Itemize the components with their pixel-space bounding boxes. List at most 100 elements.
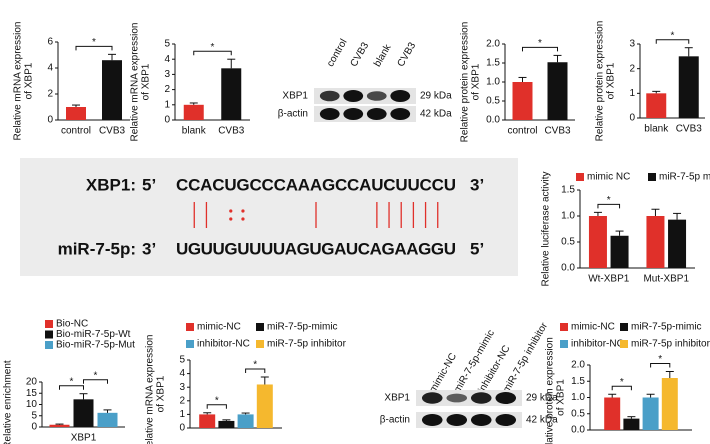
- sequence-end: 3’: [470, 175, 484, 194]
- y-axis-label: Relative mRNA expression: [145, 335, 156, 444]
- y-axis-label: of XBP1: [24, 62, 35, 99]
- x-tick-label: blank: [644, 124, 669, 135]
- legend-label: miR-7-5p inhibitor: [631, 339, 710, 350]
- blot-strip: [416, 412, 522, 428]
- y-tick-label: 2: [179, 395, 185, 406]
- y-tick-label: 0.5: [561, 237, 575, 248]
- bar: [49, 424, 70, 427]
- y-tick-label: 10: [26, 399, 38, 410]
- legend-swatch: [45, 341, 53, 349]
- y-tick-label: 0.0: [486, 115, 500, 126]
- y-tick-label: 3: [164, 69, 170, 80]
- bar: [588, 216, 607, 268]
- significance-label: *: [538, 38, 542, 49]
- y-tick-label: 2: [164, 84, 170, 95]
- y-axis-label: of XBP1: [606, 62, 617, 99]
- significance-label: *: [215, 395, 219, 406]
- x-tick-label: XBP1: [71, 433, 97, 444]
- sequence-name: XBP1:: [86, 175, 136, 194]
- blot-band: [366, 91, 387, 101]
- sequence: UGUUGUUUUAGUGAUCAGAAGGU: [176, 239, 456, 258]
- bar: [237, 414, 254, 428]
- x-tick-label: blank: [182, 126, 207, 137]
- bar: [646, 216, 665, 268]
- bar: [73, 399, 94, 427]
- legend-swatch: [186, 340, 194, 348]
- blot-band: [470, 392, 492, 404]
- significance-bracket: [650, 363, 671, 368]
- bar: [678, 56, 699, 118]
- significance-bracket: [59, 385, 84, 390]
- bar: [183, 104, 204, 120]
- legend-label: miR-7-5p inhibitor: [267, 339, 347, 350]
- bar: [256, 384, 273, 428]
- wobble-pair: [241, 217, 245, 221]
- significance-bracket: [611, 385, 632, 391]
- bar: [221, 68, 242, 120]
- significance-label: *: [620, 377, 624, 388]
- bar: [199, 414, 216, 428]
- legend-swatch: [620, 323, 628, 331]
- blot-band: [446, 414, 468, 426]
- legend-label: inhibitor-NC: [197, 339, 250, 350]
- significance-label: *: [211, 42, 215, 53]
- blot-band: [343, 90, 364, 102]
- x-tick-label: control: [61, 126, 91, 137]
- bar: [604, 397, 621, 430]
- x-tick-label: CVB3: [544, 126, 571, 137]
- y-tick-label: 0.0: [561, 263, 575, 274]
- sequence: CCACUGCCCAAAGCCAUCUUCCU: [176, 175, 456, 194]
- y-tick-label: 6: [47, 37, 53, 48]
- legend-label: miR-7-5p-mimic: [631, 322, 702, 333]
- legend-swatch: [620, 340, 628, 348]
- y-axis-label: Relative luciferase activity: [541, 171, 552, 286]
- legend-swatch: [186, 323, 194, 331]
- y-tick-label: 20: [26, 377, 38, 388]
- y-tick-label: 3: [629, 39, 635, 50]
- significance-label: *: [94, 370, 98, 381]
- y-tick-label: 1: [629, 88, 635, 99]
- sequence-end: 5’: [142, 175, 156, 194]
- blot-band: [421, 392, 443, 404]
- bar: [661, 378, 678, 430]
- bar: [66, 107, 86, 120]
- blot-band: [366, 108, 387, 120]
- lane-label: CVB3: [349, 40, 372, 69]
- legend-label: inhibitor-NC: [571, 339, 624, 350]
- legend-swatch: [256, 323, 264, 331]
- y-tick-label: 1.0: [486, 77, 500, 88]
- y-tick-label: 0: [179, 423, 185, 434]
- bar: [102, 60, 122, 120]
- sequence-end: 3’: [142, 239, 156, 258]
- y-tick-label: 2: [47, 89, 53, 100]
- y-tick-label: 1.5: [486, 58, 500, 69]
- y-axis-label: Relative protein expression: [595, 21, 606, 142]
- significance-bracket: [75, 45, 113, 51]
- sequence-name: miR-7-5p:: [58, 239, 136, 258]
- blot-strip: [416, 390, 522, 406]
- sequence-panel: [20, 158, 518, 276]
- legend-label: mimic-NC: [571, 322, 615, 333]
- y-tick-label: 1.5: [561, 185, 575, 196]
- x-tick-label: CVB3: [218, 126, 245, 137]
- y-axis-label: Relative mRNA expression: [13, 22, 24, 141]
- significance-bracket: [655, 39, 690, 44]
- lane-label: control: [325, 37, 350, 68]
- legend-label: Bio-miR-7-5p-Wt: [56, 329, 131, 340]
- legend-label: Bio-miR-7-5p-Mut: [56, 340, 135, 351]
- y-axis-label: of XBP1: [471, 63, 482, 100]
- lane-label: miR-7-5p inhibitor: [501, 320, 550, 394]
- significance-bracket: [206, 404, 227, 409]
- y-tick-label: 0.5: [486, 96, 500, 107]
- legend-swatch: [560, 340, 568, 348]
- legend-label: miR-7-5p mimic: [659, 172, 710, 183]
- legend-swatch: [576, 173, 584, 181]
- y-tick-label: 1.0: [561, 211, 575, 222]
- y-tick-label: 5: [179, 355, 185, 366]
- blot-size-label: 29 kDa: [420, 91, 452, 102]
- significance-label: *: [70, 376, 74, 387]
- bar: [642, 397, 659, 430]
- significance-bracket: [193, 50, 232, 56]
- legend-swatch: [256, 340, 264, 348]
- wobble-pair: [241, 209, 245, 213]
